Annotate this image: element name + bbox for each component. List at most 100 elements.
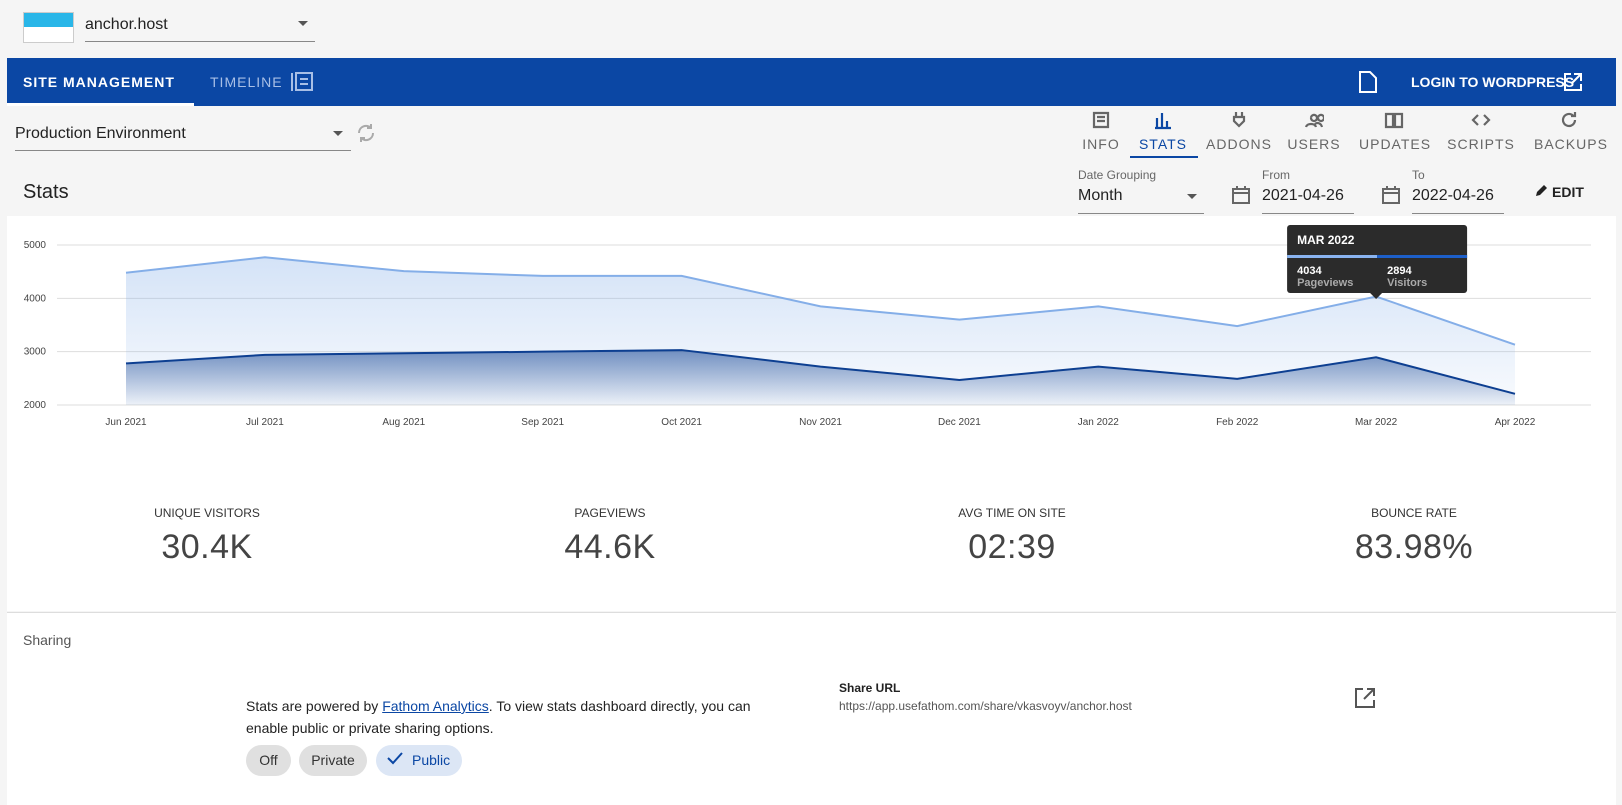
chip-label: Private [311, 752, 355, 768]
nav-label: USERS [1287, 136, 1341, 152]
x-tick-label: Oct 2021 [661, 417, 702, 428]
nav-icon [1232, 112, 1246, 128]
calendar-icon [1382, 186, 1400, 204]
tooltip-series: Pageviews [1297, 277, 1353, 289]
metric-label: PAGEVIEWS [574, 506, 646, 520]
refresh-icon[interactable] [355, 122, 377, 144]
check-icon [387, 752, 403, 765]
nav-label: UPDATES [1359, 136, 1432, 152]
open-icon [1564, 73, 1582, 91]
line [125, 256, 1516, 346]
nav-indicator [1130, 156, 1198, 158]
metric-value: 83.98% [1354, 528, 1474, 566]
y-tick-label: 2000 [24, 400, 47, 411]
metric-value: 02:39 [968, 528, 1056, 566]
x-tick-label: Jun 2021 [105, 417, 147, 428]
y-tick-label: 4000 [24, 293, 47, 304]
metric-value: 30.4K [161, 528, 253, 566]
login-button[interactable]: LOGIN TO WORDPRESS [1411, 74, 1575, 90]
metric: BOUNCE RATE 83.98% [1264, 506, 1564, 567]
to-date[interactable]: 2022-04-26 [1412, 187, 1494, 204]
y-tick-label: 3000 [24, 347, 47, 358]
from-date[interactable]: 2021-04-26 [1262, 187, 1344, 204]
chip[interactable]: Public [376, 745, 462, 776]
share-url-label: Share URL [839, 681, 901, 695]
nav-label: ADDONS [1206, 136, 1272, 152]
site-logo [23, 12, 74, 43]
tooltip-box [1287, 225, 1468, 293]
nav-label: INFO [1082, 136, 1120, 152]
x-tick-label: Jan 2022 [1078, 417, 1120, 428]
chip[interactable]: Private [299, 745, 367, 776]
dropdown-arrow [1187, 194, 1197, 199]
x-tick-label: Aug 2021 [382, 417, 425, 428]
sharing-text: Stats are powered by Fathom Analytics. T… [246, 695, 776, 739]
x-tick-label: Jul 2021 [246, 417, 284, 428]
tab[interactable]: SITE MANAGEMENT [23, 74, 175, 90]
chip-label: Public [412, 752, 451, 768]
metric-label: AVG TIME ON SITE [958, 506, 1066, 520]
edit-button[interactable]: EDIT [1552, 184, 1584, 200]
nav-item[interactable]: SCRIPTS [1446, 110, 1516, 152]
date-grouping-select[interactable]: Month [1078, 187, 1123, 204]
nav-icon [1471, 114, 1491, 126]
x-tick-label: Mar 2022 [1355, 417, 1398, 428]
field-label: To [1412, 168, 1425, 182]
metric-label: BOUNCE RATE [1371, 506, 1457, 520]
text: Stats are powered by [246, 698, 383, 714]
nav-item[interactable]: USERS [1279, 110, 1349, 152]
chip[interactable]: Off [246, 745, 291, 776]
nav-item[interactable]: UPDATES [1359, 110, 1432, 152]
metric: PAGEVIEWS 44.6K [460, 506, 760, 567]
sharing-title: Sharing [23, 632, 72, 648]
x-tick-label: Sep 2021 [521, 417, 564, 428]
field-label: From [1262, 168, 1290, 182]
nav-item[interactable]: ADDONS [1204, 110, 1274, 152]
toolbar [7, 58, 1616, 106]
tab[interactable]: TIMELINE [210, 74, 283, 90]
chip-label: Off [259, 752, 278, 768]
tab-indicator [7, 103, 194, 106]
y-tick-label: 5000 [24, 240, 47, 251]
environment-select[interactable]: Production Environment [15, 125, 186, 142]
nav-label: BACKUPS [1534, 136, 1608, 152]
open-icon[interactable] [1354, 687, 1376, 709]
x-tick-label: Nov 2021 [799, 417, 842, 428]
metric-value: 44.6K [564, 528, 656, 566]
nav-label: STATS [1138, 136, 1188, 152]
line [125, 349, 1516, 395]
x-tick-label: Apr 2022 [1495, 417, 1536, 428]
calendar-icon [1232, 186, 1250, 204]
tooltip-swatch [1377, 255, 1468, 258]
chart: 2000 3000 4000 5000 Jun 2021 Jul 2021 Aug 2021… [24, 225, 1591, 428]
metric: UNIQUE VISITORS 30.4K [57, 506, 357, 567]
share-url: https://app.usefathom.com/share/vkasvoyv… [839, 699, 1132, 713]
link[interactable]: Fathom Analytics [382, 698, 489, 714]
x-tick-label: Dec 2021 [938, 417, 981, 428]
site-select[interactable]: anchor.host [85, 16, 168, 33]
section-title: Stats [23, 181, 69, 203]
nav-icon [1092, 111, 1110, 129]
tooltip-pointer [1370, 293, 1383, 299]
text: . To view stats dashboard directly, you … [246, 698, 751, 736]
nav-icon [1155, 113, 1171, 130]
nav-icon [1561, 112, 1577, 128]
dropdown-arrow [333, 131, 343, 136]
area [126, 350, 1515, 405]
tooltip-series: Visitors [1387, 277, 1427, 289]
nav-item[interactable]: BACKUPS [1534, 110, 1607, 152]
nav-item[interactable]: INFO [1066, 110, 1136, 152]
metric: AVG TIME ON SITE 02:39 [862, 506, 1162, 567]
nav-item[interactable]: STATS [1128, 110, 1198, 152]
x-tick-label: Feb 2022 [1216, 417, 1259, 428]
dropdown-arrow [298, 21, 308, 26]
file-icon[interactable] [1357, 70, 1379, 94]
nav-icon [1304, 113, 1324, 128]
tooltip-value: 2894 [1387, 265, 1412, 277]
edit-icon [1536, 185, 1547, 196]
tooltip-value: 4034 [1297, 265, 1322, 277]
metric-label: UNIQUE VISITORS [154, 506, 260, 520]
field-label: Date Grouping [1078, 168, 1157, 182]
